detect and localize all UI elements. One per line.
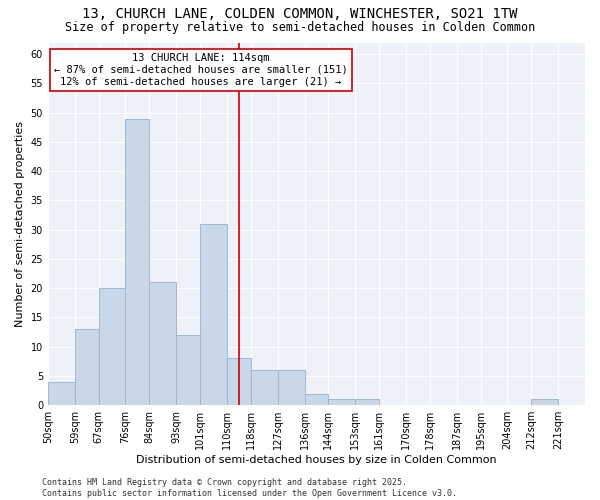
Bar	[328, 400, 355, 405]
Bar	[98, 288, 125, 405]
Bar	[125, 118, 149, 405]
Bar	[305, 394, 328, 405]
Bar	[75, 329, 98, 405]
Bar	[251, 370, 278, 405]
Y-axis label: Number of semi-detached properties: Number of semi-detached properties	[15, 121, 25, 327]
Text: Contains HM Land Registry data © Crown copyright and database right 2025.
Contai: Contains HM Land Registry data © Crown c…	[42, 478, 457, 498]
Bar	[48, 382, 75, 405]
Text: Size of property relative to semi-detached houses in Colden Common: Size of property relative to semi-detach…	[65, 21, 535, 34]
Bar	[355, 400, 379, 405]
Text: 13, CHURCH LANE, COLDEN COMMON, WINCHESTER, SO21 1TW: 13, CHURCH LANE, COLDEN COMMON, WINCHEST…	[82, 8, 518, 22]
Text: 13 CHURCH LANE: 114sqm
← 87% of semi-detached houses are smaller (151)
12% of se: 13 CHURCH LANE: 114sqm ← 87% of semi-det…	[54, 54, 348, 86]
X-axis label: Distribution of semi-detached houses by size in Colden Common: Distribution of semi-detached houses by …	[136, 455, 497, 465]
Bar	[176, 335, 200, 405]
Bar	[200, 224, 227, 405]
Bar	[149, 282, 176, 405]
Bar	[227, 358, 251, 405]
Bar	[531, 400, 558, 405]
Bar	[278, 370, 305, 405]
